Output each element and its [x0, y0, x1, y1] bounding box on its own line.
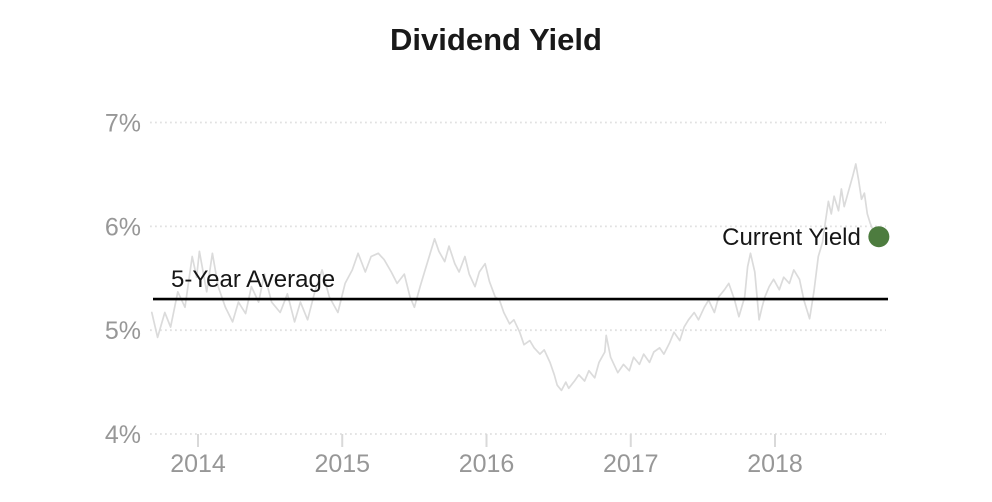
y-axis-tick-label: 7%	[105, 110, 141, 138]
y-axis-tick-label: 6%	[105, 213, 141, 241]
chart-title: Dividend Yield	[390, 22, 602, 57]
x-axis-tick-label: 2014	[170, 450, 226, 478]
series-layer	[150, 163, 890, 392]
y-axis-tick-label: 5%	[105, 317, 141, 345]
annotation-layer: 5-Year Average Current Yield	[171, 224, 861, 293]
grid-layer: 7% 6% 5% 4% 2014 2015 2016 2017 2018	[105, 110, 886, 478]
yield-line-series	[150, 163, 879, 392]
x-axis-tick-label: 2016	[459, 450, 515, 478]
x-axis-tick-label: 2018	[747, 450, 803, 478]
y-axis-tick-label: 4%	[105, 421, 141, 449]
x-axis-tick-label: 2017	[603, 450, 659, 478]
x-axis-tick-label: 2015	[314, 450, 370, 478]
average-line-label: 5-Year Average	[171, 266, 335, 293]
current-yield-dot	[868, 226, 890, 248]
current-yield-label: Current Yield	[722, 224, 861, 251]
